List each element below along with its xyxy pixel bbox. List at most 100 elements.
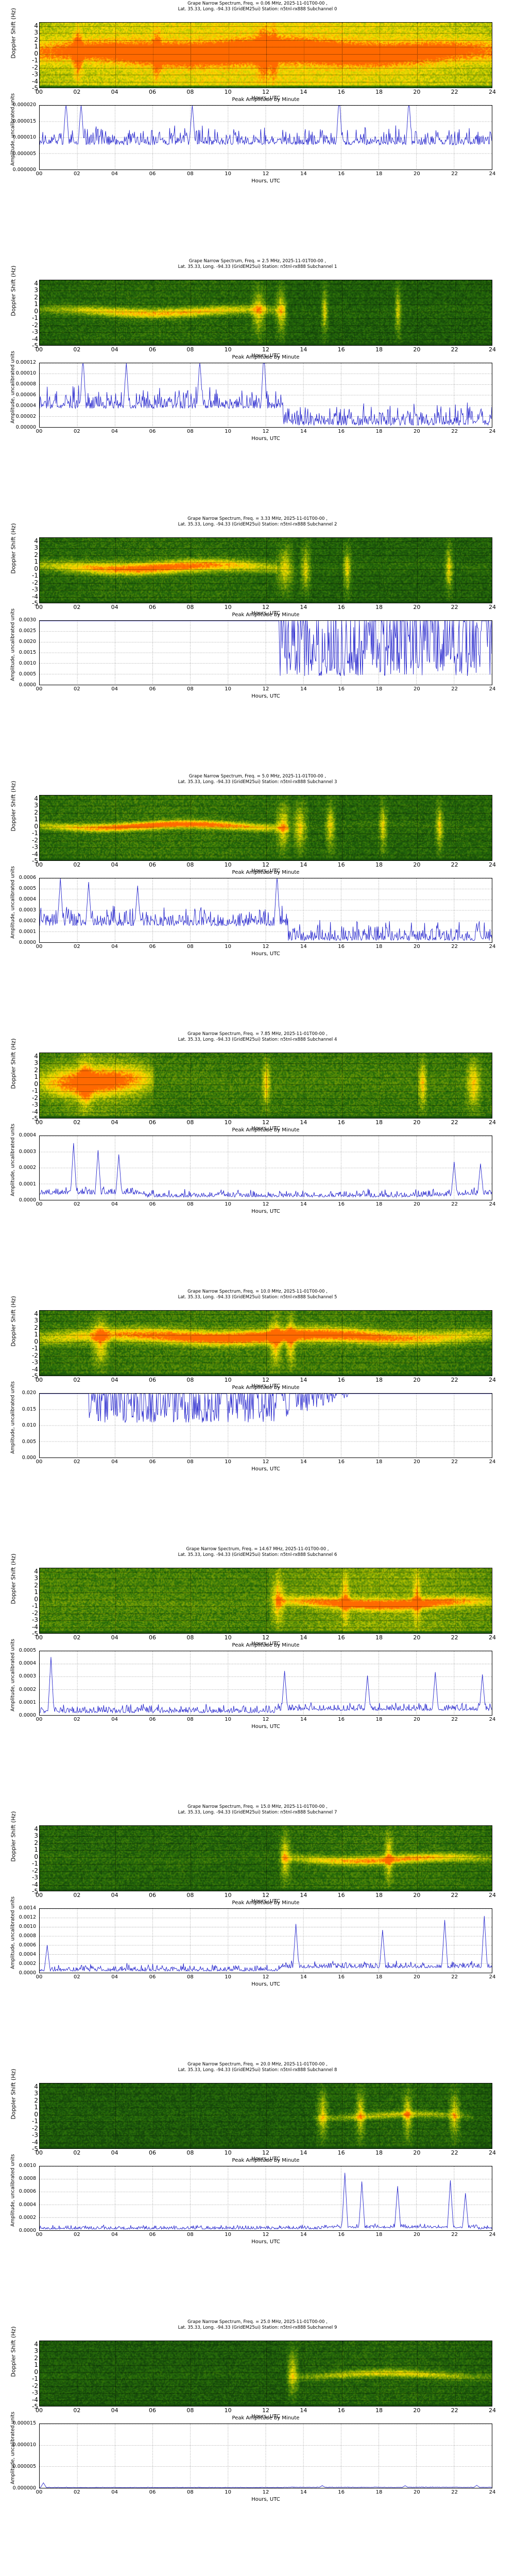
spectrogram-y-tick: -2 bbox=[32, 836, 38, 844]
spectrogram-x-tick: 06 bbox=[149, 346, 156, 353]
peak-amplitude-x-tick: 24 bbox=[489, 1201, 496, 1207]
peak-amplitude-x-tick: 06 bbox=[149, 1459, 156, 1465]
peak-amplitude-x-tick: 20 bbox=[413, 1717, 420, 1722]
peak-amplitude-x-tick: 10 bbox=[225, 2489, 232, 2495]
spectrogram-image bbox=[40, 1311, 492, 1376]
spectrogram-x-tick: 08 bbox=[186, 1119, 194, 1126]
peak-amplitude-trace bbox=[40, 363, 492, 427]
peak-amplitude-x-tick: 20 bbox=[413, 944, 420, 950]
spectrogram-gridline-h bbox=[40, 2393, 492, 2394]
peak-amplitude-y-tick: 0.0002 bbox=[19, 1961, 36, 1967]
peak-amplitude-plot-area bbox=[39, 1136, 492, 1200]
spectrogram-x-tick: 16 bbox=[337, 1377, 345, 1383]
peak-amplitude-plot-area bbox=[39, 105, 492, 170]
spectrogram-x-tick: 10 bbox=[224, 1892, 232, 1899]
spectrogram-gridline-h bbox=[40, 1342, 492, 1343]
spectrogram-y-tick: -3 bbox=[32, 1616, 38, 1624]
spectrogram-x-tick: 04 bbox=[111, 604, 118, 611]
peak-amplitude-x-tick: 16 bbox=[338, 686, 345, 692]
peak-amplitude-x-tick: 02 bbox=[73, 1459, 80, 1465]
peak-amplitude-plot-area bbox=[39, 363, 492, 428]
spectrogram-y-tick: 0 bbox=[34, 1080, 38, 1088]
spectrogram-y-tick: 2 bbox=[34, 1324, 38, 1331]
spectrogram-image bbox=[40, 1826, 492, 1891]
spectrogram-title-line1: Grape Narrow Spectrum, Freq. = 5.0 MHz, … bbox=[188, 774, 327, 779]
spectrogram-title: Grape Narrow Spectrum, Freq. = 3.33 MHz,… bbox=[0, 516, 515, 528]
spectrogram-y-tick: 2 bbox=[34, 1066, 38, 1074]
peak-amplitude-chart bbox=[40, 878, 492, 942]
spectrogram-x-tick: 22 bbox=[451, 2407, 458, 2414]
spectrogram-gridline-v bbox=[266, 1311, 267, 1376]
spectrogram-y-ticks: 4 3 2 1 0 -1 -2 -3 -4 -5 bbox=[14, 1568, 38, 1637]
spectrogram-x-tick: 16 bbox=[337, 2149, 345, 2156]
peak-amplitude-panel: Peak Amplitude by Minute Amplitude, uncal… bbox=[0, 1381, 515, 1482]
peak-amplitude-x-tick: 08 bbox=[186, 2489, 194, 2495]
spectrogram-gridline-h bbox=[40, 1829, 492, 1830]
spectrogram-x-ticks: 00 02 04 06 08 10 12 14 16 18 20 22 24 bbox=[36, 1634, 496, 1642]
spectrogram-gridline-h bbox=[40, 548, 492, 549]
peak-amplitude-x-tick: 00 bbox=[36, 686, 43, 692]
spectrogram-x-tick: 10 bbox=[224, 1377, 232, 1383]
peak-amplitude-x-tick: 06 bbox=[149, 429, 156, 434]
spectrogram-x-tick: 12 bbox=[262, 2149, 269, 2156]
spectrogram-y-tick: -3 bbox=[32, 1874, 38, 1882]
peak-amplitude-x-tick: 00 bbox=[36, 944, 43, 950]
spectrogram-gridline-h bbox=[40, 2386, 492, 2387]
spectrogram-x-tick: 18 bbox=[375, 604, 383, 611]
peak-amplitude-y-ticks: 0.000000 0.000005 0.000010 0.000015 bbox=[0, 2421, 37, 2491]
spectrogram-image bbox=[40, 2341, 492, 2406]
spectrogram-gridline-h bbox=[40, 1857, 492, 1858]
peak-amplitude-x-tick: 04 bbox=[111, 2489, 118, 2495]
spectrogram-gridline-v bbox=[455, 23, 456, 88]
peak-amplitude-x-tick: 10 bbox=[225, 171, 232, 177]
peak-amplitude-x-tick: 14 bbox=[300, 1459, 307, 1465]
spectrogram-y-tick: -3 bbox=[32, 2131, 38, 2139]
peak-amplitude-x-tick: 18 bbox=[375, 1201, 383, 1207]
peak-amplitude-trace bbox=[40, 878, 492, 942]
peak-amplitude-x-tick: 06 bbox=[149, 1717, 156, 1722]
peak-amplitude-y-tick: 0.0005 bbox=[19, 671, 36, 677]
peak-amplitude-x-tick: 08 bbox=[186, 1717, 194, 1722]
spectrogram-y-tick: 3 bbox=[34, 1832, 38, 1840]
peak-amplitude-trace bbox=[40, 1143, 492, 1198]
peak-amplitude-panel: Peak Amplitude by Minute Amplitude, uncal… bbox=[0, 2154, 515, 2255]
peak-amplitude-x-ticks: 00 02 04 06 08 10 12 14 16 18 20 22 24 bbox=[36, 1201, 496, 1209]
peak-amplitude-x-tick: 14 bbox=[300, 2232, 307, 2238]
peak-amplitude-x-tick: 04 bbox=[111, 1974, 118, 1980]
spectrogram-x-tick: 20 bbox=[413, 861, 421, 868]
peak-amplitude-x-tick: 10 bbox=[225, 686, 232, 692]
spectrogram-y-tick: -4 bbox=[32, 2138, 38, 2146]
peak-amplitude-y-tick: 0.0005 bbox=[19, 1648, 36, 1653]
peak-amplitude-y-tick: 0.0001 bbox=[19, 1181, 36, 1187]
spectrogram-x-tick: 02 bbox=[73, 89, 81, 95]
peak-amplitude-chart bbox=[40, 363, 492, 427]
spectrogram-y-tick: 0 bbox=[34, 307, 38, 315]
spectrogram-title-line2: Lat. 35.33, Long. -94.33 (GridEM25ui) St… bbox=[178, 1037, 337, 1042]
peak-amplitude-y-tick: 0.000015 bbox=[12, 118, 36, 124]
peak-amplitude-y-ticks: 0.000 0.005 0.010 0.015 0.020 bbox=[0, 1391, 37, 1461]
spectrogram-gridline-v bbox=[77, 280, 78, 345]
peak-amplitude-chart bbox=[40, 1909, 492, 1973]
spectrogram-gridline-v bbox=[266, 280, 267, 345]
spectrogram-y-tick: -1 bbox=[32, 1087, 38, 1095]
spectrogram-x-tick: 06 bbox=[149, 1119, 156, 1126]
spectrogram-x-tick: 20 bbox=[413, 1119, 421, 1126]
spectrogram-title-line2: Lat. 35.33, Long. -94.33 (GridEM25ui) St… bbox=[178, 1295, 337, 1300]
peak-amplitude-x-tick: 12 bbox=[262, 686, 269, 692]
spectrogram-x-tick: 16 bbox=[337, 1634, 345, 1641]
peak-amplitude-x-tick: 22 bbox=[451, 1717, 458, 1722]
spectrogram-gridline-h bbox=[40, 318, 492, 319]
spectrogram-gridline-v bbox=[77, 1053, 78, 1118]
spectrogram-y-tick: -2 bbox=[32, 1094, 38, 1101]
peak-amplitude-x-tick: 08 bbox=[186, 944, 194, 950]
peak-amplitude-x-tick: 18 bbox=[375, 171, 383, 177]
spectrogram-x-ticks: 00 02 04 06 08 10 12 14 16 18 20 22 24 bbox=[36, 861, 496, 869]
spectrogram-panel: Grape Narrow Spectrum, Freq. = 0.06 MHz,… bbox=[0, 0, 515, 101]
spectrogram-x-tick: 08 bbox=[186, 861, 194, 868]
spectrogram-y-tick: -1 bbox=[32, 314, 38, 322]
spectrogram-y-tick: -1 bbox=[32, 2375, 38, 2383]
spectrogram-title-line2: Lat. 35.33, Long. -94.33 (GridEM25ui) St… bbox=[178, 264, 337, 269]
spectrogram-gridline-v bbox=[455, 1053, 456, 1118]
spectrogram-y-tick: 3 bbox=[34, 2090, 38, 2097]
spectrogram-y-tick: -4 bbox=[32, 335, 38, 343]
